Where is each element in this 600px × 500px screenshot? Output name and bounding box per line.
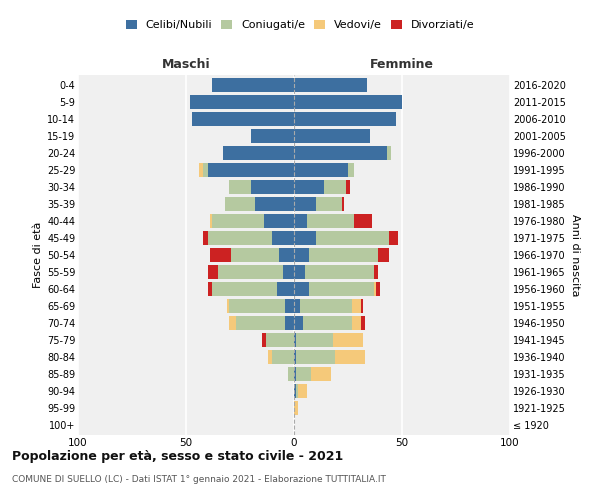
Bar [346,180,350,194]
Bar [236,316,286,330]
Text: COMUNE DI SUELLO (LC) - Dati ISTAT 1° gennaio 2021 - Elaborazione TUTTITALIA.IT: COMUNE DI SUELLO (LC) - Dati ISTAT 1° ge… [12,475,386,484]
Bar [212,282,277,296]
Bar [387,146,391,160]
Bar [227,298,229,313]
Bar [294,282,309,296]
Bar [294,146,387,160]
Bar [294,400,298,415]
Bar [229,180,251,194]
Bar [229,316,236,330]
Bar [298,384,307,398]
Bar [294,180,324,194]
Bar [251,129,294,144]
Bar [294,95,402,110]
Bar [296,350,335,364]
Bar [324,180,346,194]
Bar [251,180,294,194]
Bar [389,231,398,245]
Bar [296,332,333,347]
Bar [348,163,355,178]
Bar [301,298,352,313]
Bar [316,197,341,212]
Bar [210,248,232,262]
Bar [374,265,378,279]
Legend: Celibi/Nubili, Coniugati/e, Vedovi/e, Divorziati/e: Celibi/Nubili, Coniugati/e, Vedovi/e, Di… [121,16,479,35]
Bar [294,231,316,245]
Bar [225,197,255,212]
Bar [374,282,376,296]
Bar [335,350,365,364]
Bar [212,214,264,228]
Bar [208,163,294,178]
Text: Popolazione per età, sesso e stato civile - 2021: Popolazione per età, sesso e stato civil… [12,450,343,463]
Bar [203,163,208,178]
Bar [302,316,352,330]
Bar [210,214,212,228]
Bar [305,265,374,279]
Bar [286,316,294,330]
Bar [311,366,331,381]
Bar [352,298,361,313]
Bar [296,384,298,398]
Bar [294,298,301,313]
Bar [316,231,389,245]
Bar [208,231,272,245]
Text: Femmine: Femmine [370,58,434,71]
Bar [361,298,363,313]
Bar [333,332,363,347]
Bar [287,366,294,381]
Bar [294,78,367,92]
Bar [203,231,208,245]
Bar [378,248,389,262]
Bar [262,332,266,347]
Bar [309,282,374,296]
Bar [208,265,218,279]
Text: Maschi: Maschi [161,58,211,71]
Bar [193,112,294,126]
Bar [294,366,296,381]
Bar [309,248,378,262]
Bar [307,214,355,228]
Bar [208,282,212,296]
Bar [294,112,395,126]
Bar [229,298,286,313]
Bar [283,265,294,279]
Y-axis label: Anni di nascita: Anni di nascita [570,214,580,296]
Bar [294,384,296,398]
Bar [268,350,272,364]
Bar [294,214,307,228]
Bar [199,163,203,178]
Bar [341,197,344,212]
Bar [277,282,294,296]
Bar [255,197,294,212]
Bar [190,95,294,110]
Bar [296,366,311,381]
Bar [294,248,309,262]
Bar [376,282,380,296]
Bar [272,350,294,364]
Y-axis label: Fasce di età: Fasce di età [32,222,43,288]
Bar [294,265,305,279]
Bar [361,316,365,330]
Bar [232,248,279,262]
Bar [272,231,294,245]
Bar [279,248,294,262]
Bar [294,163,348,178]
Bar [223,146,294,160]
Bar [294,316,302,330]
Bar [264,214,294,228]
Bar [294,350,296,364]
Bar [355,214,372,228]
Bar [294,129,370,144]
Bar [294,197,316,212]
Bar [218,265,283,279]
Bar [266,332,294,347]
Bar [212,78,294,92]
Bar [294,332,296,347]
Bar [352,316,361,330]
Bar [286,298,294,313]
